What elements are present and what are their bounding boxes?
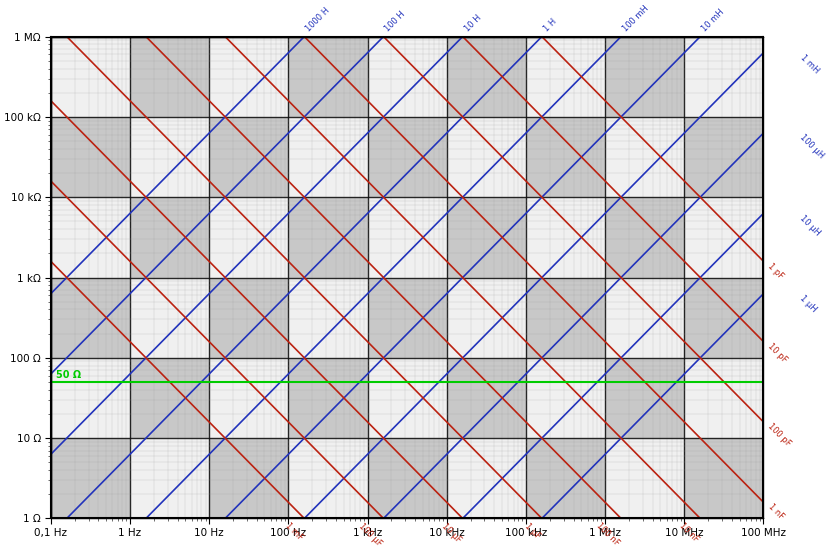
Bar [51, 358, 130, 438]
Bar [209, 278, 288, 358]
Bar [684, 117, 764, 197]
Bar [684, 438, 764, 518]
Bar [51, 438, 130, 518]
Bar [288, 438, 368, 518]
Bar [526, 278, 605, 358]
Bar [684, 358, 764, 438]
Bar [51, 117, 130, 197]
Bar [209, 36, 288, 117]
Bar [605, 117, 684, 197]
Bar [526, 36, 605, 117]
Bar [209, 197, 288, 278]
Bar [130, 197, 209, 278]
Bar [368, 36, 447, 117]
Bar [447, 117, 526, 197]
Bar [368, 117, 447, 197]
Text: 50 Ω: 50 Ω [56, 370, 81, 380]
Bar [209, 438, 288, 518]
Bar [130, 36, 209, 117]
Bar [684, 197, 764, 278]
Bar [130, 358, 209, 438]
Bar [368, 438, 447, 518]
Bar [447, 36, 526, 117]
Bar [130, 278, 209, 358]
Bar [447, 438, 526, 518]
Bar [526, 197, 605, 278]
Bar [526, 358, 605, 438]
Bar [209, 117, 288, 197]
Bar [288, 197, 368, 278]
Bar [605, 358, 684, 438]
Bar [288, 117, 368, 197]
Bar [368, 197, 447, 278]
Bar [368, 358, 447, 438]
Bar [605, 36, 684, 117]
Bar [51, 36, 130, 117]
Bar [51, 278, 130, 358]
Bar [130, 117, 209, 197]
Bar [605, 438, 684, 518]
Bar [526, 117, 605, 197]
Bar [209, 358, 288, 438]
Bar [288, 36, 368, 117]
Bar [288, 278, 368, 358]
Bar [447, 197, 526, 278]
Bar [288, 358, 368, 438]
Bar [526, 438, 605, 518]
Bar [51, 197, 130, 278]
Bar [605, 197, 684, 278]
Bar [447, 358, 526, 438]
Bar [368, 278, 447, 358]
Bar [447, 278, 526, 358]
Bar [684, 278, 764, 358]
Bar [605, 278, 684, 358]
Bar [130, 438, 209, 518]
